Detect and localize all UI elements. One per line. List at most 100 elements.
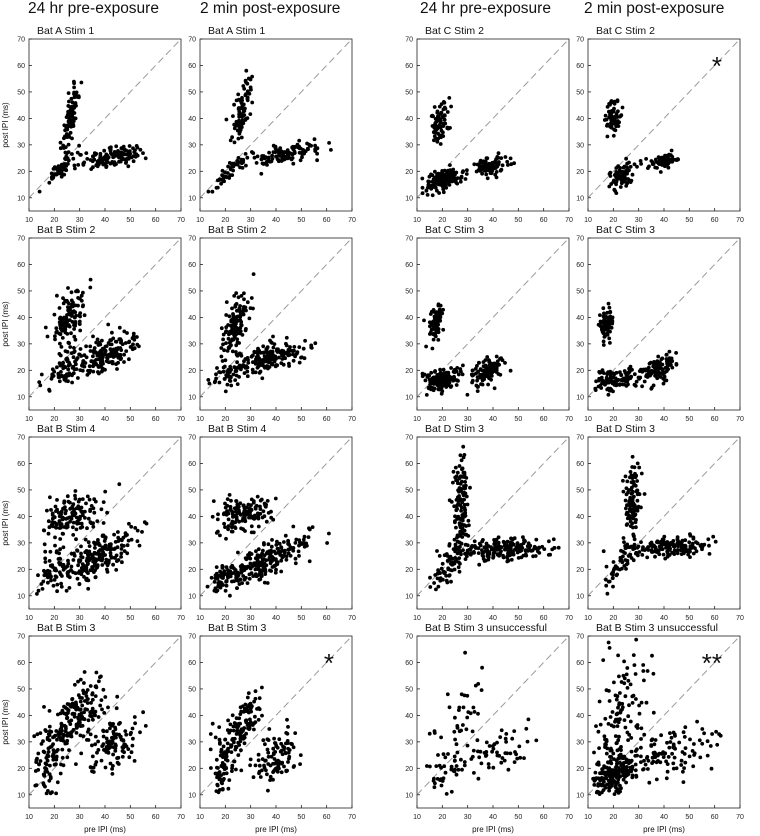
data-point [126, 357, 131, 362]
data-point [297, 138, 302, 143]
data-point [436, 131, 441, 136]
y-tick-label: 50 [576, 89, 584, 96]
data-point [463, 557, 468, 561]
data-point [214, 571, 219, 576]
data-point [237, 519, 242, 524]
data-point [74, 700, 78, 705]
data-point [64, 132, 69, 136]
data-point [206, 378, 211, 382]
data-point [223, 737, 228, 742]
data-point [456, 565, 461, 570]
data-point [607, 336, 612, 341]
plot-frame [199, 38, 353, 212]
data-point [224, 565, 229, 569]
data-point [464, 172, 469, 176]
data-point [124, 161, 128, 165]
data-point [431, 130, 436, 135]
data-point [275, 539, 279, 544]
data-point [475, 389, 480, 393]
data-point [441, 122, 446, 126]
data-point [106, 322, 111, 327]
y-tick-label: 20 [17, 169, 25, 176]
data-point [97, 679, 101, 684]
data-point [236, 92, 241, 97]
data-point [286, 725, 290, 729]
data-point [115, 694, 120, 699]
data-point [291, 546, 296, 550]
data-point [652, 361, 657, 366]
data-point [506, 163, 510, 167]
data-point [81, 734, 86, 739]
data-point [80, 703, 85, 708]
x-tick-label: 50 [514, 416, 522, 423]
data-point [87, 497, 92, 502]
data-point [62, 136, 66, 141]
data-point [455, 470, 460, 475]
x-tick-label: 20 [609, 416, 617, 423]
y-tick-label: 30 [17, 142, 25, 149]
y-tick-label: 20 [17, 368, 25, 375]
data-point [71, 533, 76, 537]
data-point [664, 352, 669, 357]
data-point [244, 557, 249, 562]
data-point [69, 351, 74, 355]
y-tick-label: 60 [405, 63, 413, 70]
data-point [260, 161, 265, 166]
data-point [469, 551, 474, 556]
data-points [35, 482, 149, 596]
data-point [280, 752, 285, 757]
data-point [477, 541, 482, 546]
data-point [646, 372, 651, 376]
data-point [605, 328, 610, 332]
data-point [92, 550, 97, 555]
data-point [117, 482, 122, 487]
data-point [132, 715, 137, 719]
x-tick-label: 20 [50, 416, 58, 423]
x-axis-label: pre IPI (ms) [84, 825, 126, 834]
data-point [437, 377, 442, 381]
data-point [476, 551, 481, 555]
data-point [103, 765, 108, 770]
plot-frame [28, 237, 182, 411]
data-point [222, 348, 227, 353]
data-point [95, 337, 100, 342]
data-point [452, 567, 457, 572]
data-point [255, 494, 260, 499]
data-point [284, 343, 289, 348]
data-point [620, 105, 625, 110]
data-point [44, 767, 49, 771]
data-point [231, 724, 236, 729]
x-tick-label: 30 [464, 217, 472, 224]
x-tick-label: 50 [126, 615, 134, 622]
data-point [245, 564, 250, 569]
data-point [496, 161, 501, 166]
x-tick-label: 60 [152, 814, 160, 821]
data-point [665, 549, 670, 554]
y-tick-label: 40 [17, 116, 25, 123]
data-point [127, 144, 132, 148]
data-point [655, 539, 660, 544]
data-point [84, 151, 89, 156]
data-point [428, 332, 432, 336]
data-point [604, 375, 609, 380]
data-point [133, 526, 138, 530]
data-point [85, 697, 90, 702]
data-point [475, 378, 479, 383]
data-point [619, 378, 624, 382]
data-point [637, 465, 642, 470]
data-point [58, 547, 62, 552]
data-point [243, 509, 248, 513]
data-point [439, 110, 444, 115]
data-point [73, 489, 78, 493]
data-point [91, 506, 96, 511]
data-point [651, 383, 656, 388]
data-point [466, 551, 470, 555]
data-point [260, 713, 264, 718]
data-point [230, 338, 235, 342]
data-point [62, 525, 67, 529]
data-point [292, 348, 296, 353]
data-point [72, 346, 76, 350]
data-point [79, 298, 84, 303]
data-point [224, 341, 228, 345]
